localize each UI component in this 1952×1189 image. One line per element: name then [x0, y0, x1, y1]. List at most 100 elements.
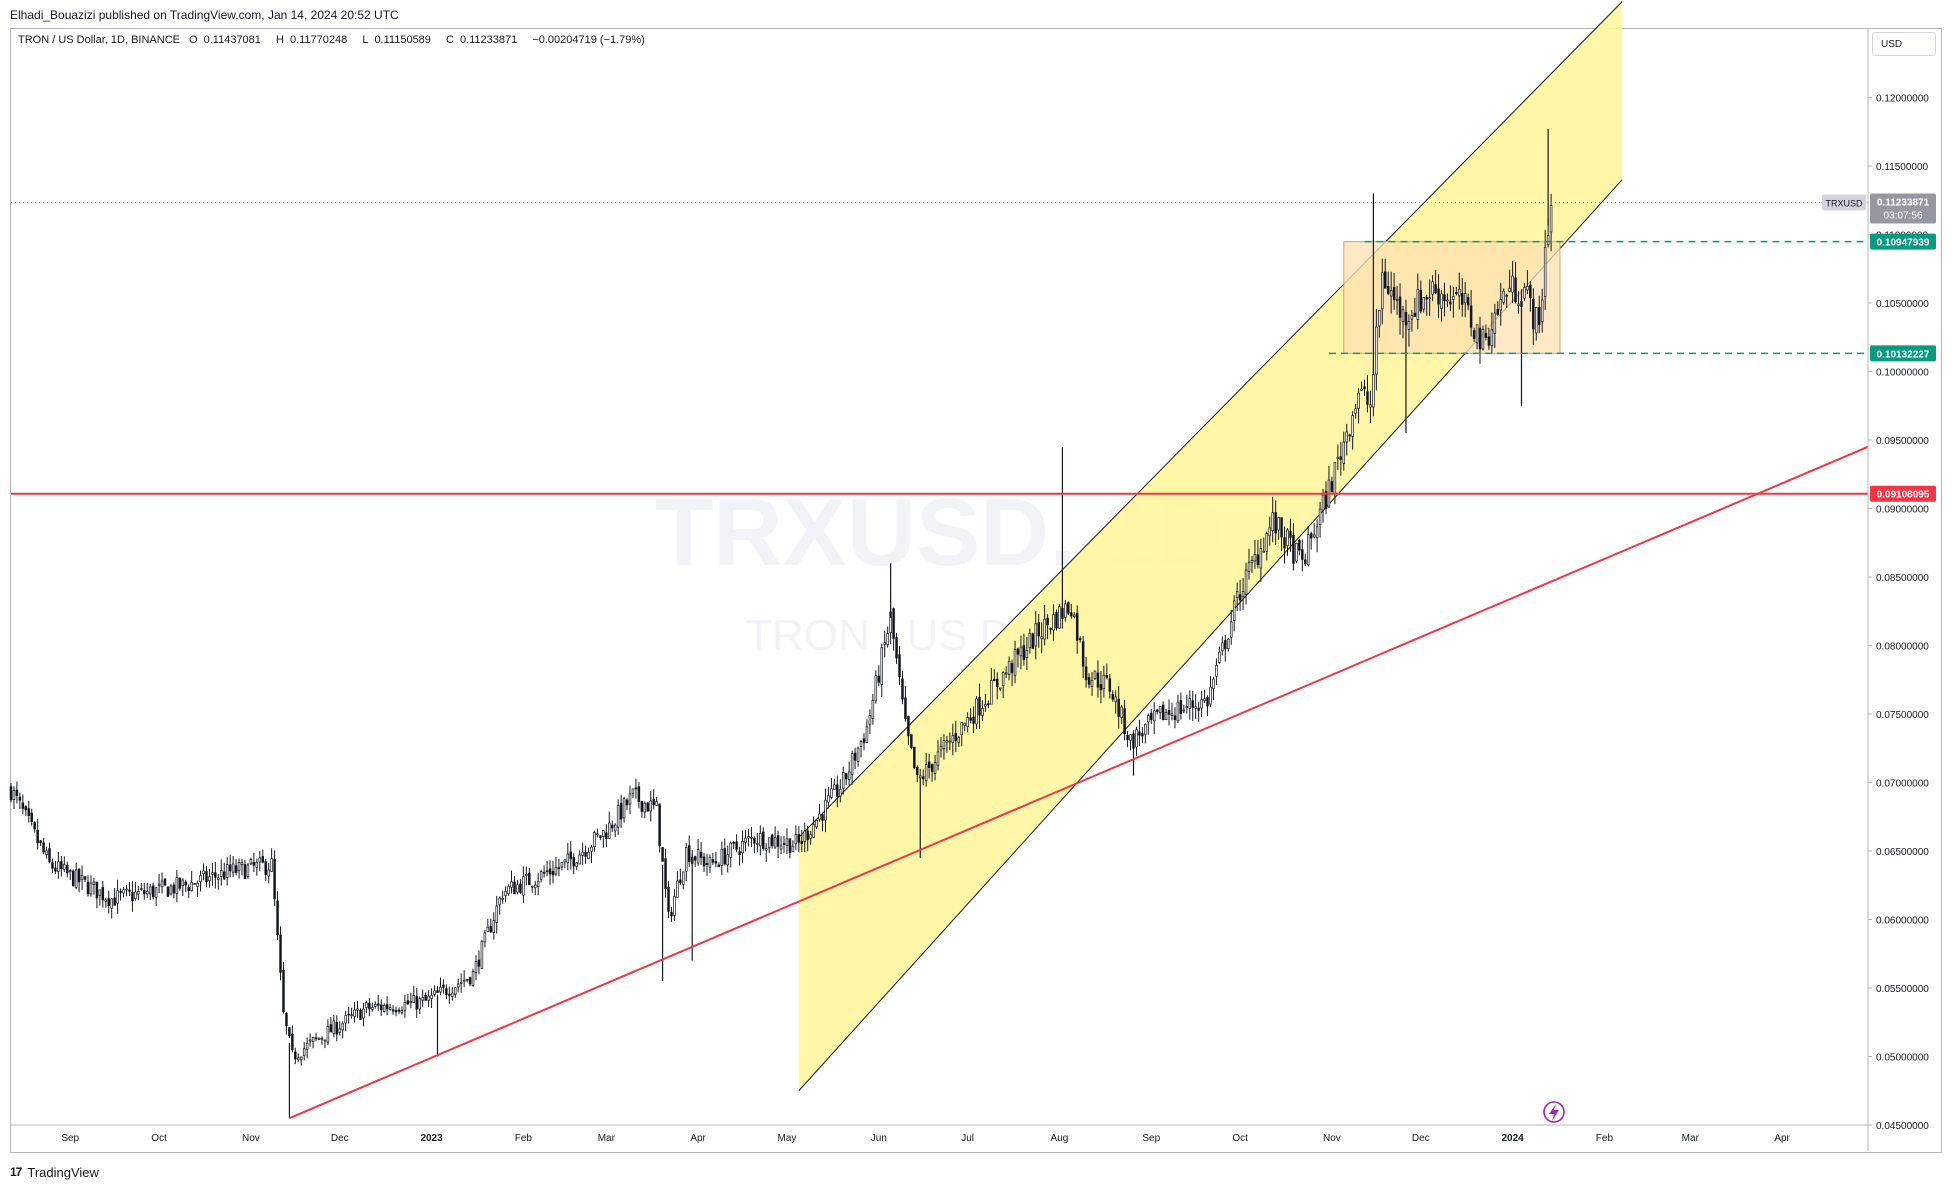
time-tick-label[interactable]: Dec [1412, 1133, 1430, 1144]
candle-body [1363, 386, 1366, 390]
candle-body [42, 842, 45, 853]
candle-body [1271, 512, 1274, 532]
time-tick-label[interactable]: Mar [1682, 1133, 1700, 1144]
candle-body [27, 808, 31, 816]
candle-body [1111, 693, 1115, 700]
time-tick-label[interactable]: Nov [242, 1133, 260, 1144]
candle-body [1179, 700, 1183, 714]
candle-body [776, 835, 780, 847]
candle-body [569, 851, 573, 860]
candle-body [874, 675, 878, 702]
symbol-description[interactable]: TRON / US Dollar, 1D, BINANCE [18, 34, 180, 46]
time-tick-label[interactable]: Apr [1774, 1133, 1790, 1144]
candle-body [1173, 715, 1177, 721]
time-tick-label[interactable]: Aug [1051, 1133, 1069, 1144]
high-label: H [275, 34, 284, 46]
candle-body [1378, 309, 1381, 327]
drawing-lines[interactable] [11, 201, 1869, 1120]
candle-body [738, 851, 741, 855]
candle-body [270, 858, 273, 872]
time-tick-label[interactable]: Sep [61, 1133, 79, 1144]
time-tick-label[interactable]: Sep [1142, 1133, 1160, 1144]
candle-body [536, 880, 540, 887]
candle-body [187, 887, 190, 891]
time-tick-label[interactable]: Oct [151, 1133, 167, 1144]
candle-body [477, 959, 481, 967]
candle-body [1330, 481, 1334, 493]
candle-body [1428, 297, 1431, 300]
level-red-label: 0.09108095 [1877, 490, 1930, 501]
lightning-icon[interactable] [1543, 1101, 1565, 1123]
candle-body [45, 850, 48, 855]
candle-body [1386, 286, 1390, 294]
time-tick-label[interactable]: Nov [1323, 1133, 1341, 1144]
candle-body [921, 776, 925, 780]
countdown-label: 03:07:56 [1884, 210, 1923, 221]
time-tick-label[interactable]: Jul [961, 1133, 974, 1144]
candle-body [1238, 594, 1242, 601]
time-tick-label[interactable]: May [778, 1133, 797, 1144]
candle-body [918, 775, 922, 779]
candle-body [525, 873, 528, 877]
candle-body [1224, 640, 1227, 650]
candle-body [821, 814, 824, 821]
candle-body [208, 876, 211, 881]
candle-body [294, 1051, 297, 1060]
candle-body [264, 861, 267, 875]
candle-body [480, 941, 484, 969]
channel-upper-line[interactable] [798, 1, 1623, 838]
candle-body [1511, 275, 1514, 293]
time-tick-label[interactable]: Oct [1232, 1133, 1248, 1144]
currency-selector[interactable]: USD [1872, 32, 1936, 56]
candle-body [1161, 704, 1165, 721]
candle-body [83, 876, 87, 880]
time-tick-label[interactable]: Feb [1596, 1133, 1614, 1144]
time-tick-label[interactable]: Mar [598, 1133, 616, 1144]
candle-body [1209, 686, 1212, 705]
candle-body [291, 1033, 294, 1051]
footer-brand[interactable]: 17 TradingView [10, 1163, 99, 1181]
time-tick-label[interactable]: Jun [871, 1133, 887, 1144]
candle-body [581, 851, 584, 856]
candle-body [516, 884, 519, 893]
candle-body [1413, 312, 1417, 317]
time-tick-label[interactable]: 2023 [420, 1133, 443, 1144]
candle-body [847, 771, 851, 780]
candle-body [255, 861, 259, 868]
candle-body [984, 703, 987, 707]
candle-body [510, 881, 513, 888]
candle-body [554, 866, 558, 875]
price-axis[interactable]: 0.120000000.115000000.110000000.10500000… [1867, 29, 1929, 1151]
candle-body [74, 869, 78, 888]
candle-body [1191, 700, 1194, 708]
time-axis[interactable]: Sep Oct Nov Dec 2023 Feb Mar Apr May Jun Jul Aug Sep… [11, 1124, 1868, 1144]
candle-body [1229, 621, 1233, 638]
candle-body [1487, 336, 1491, 346]
candle-body [172, 884, 176, 894]
candle-body [717, 864, 721, 868]
candle-body [451, 992, 454, 997]
price-tick-label: 0.05000000 [1876, 1053, 1929, 1064]
candle-body [205, 871, 208, 883]
candle-body [1348, 434, 1351, 437]
candle-body [762, 831, 765, 849]
candle-body [1182, 709, 1186, 712]
candle-body [495, 905, 498, 923]
time-tick-label[interactable]: Dec [331, 1133, 349, 1144]
candle-body [785, 838, 789, 846]
candle-body [708, 857, 712, 868]
candle-body [1259, 548, 1263, 569]
time-tick-label[interactable]: Apr [690, 1133, 706, 1144]
candle-body [394, 1010, 398, 1013]
support-trendline[interactable] [289, 445, 1869, 1120]
time-tick-label[interactable]: Feb [515, 1133, 533, 1144]
candle-body [605, 832, 608, 840]
candle-body [960, 722, 963, 736]
candle-body [1469, 305, 1473, 328]
candle-body [1144, 723, 1147, 735]
candle-body [1463, 293, 1467, 304]
candle-body [682, 871, 685, 885]
candle-body [753, 837, 756, 844]
time-tick-label[interactable]: 2024 [1501, 1133, 1524, 1144]
